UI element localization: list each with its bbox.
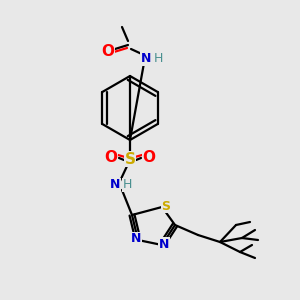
- Text: O: O: [104, 151, 118, 166]
- Text: N: N: [159, 238, 169, 250]
- Text: N: N: [131, 232, 141, 245]
- Text: N: N: [141, 52, 151, 65]
- Text: O: O: [142, 151, 155, 166]
- Text: H: H: [153, 52, 163, 65]
- Text: O: O: [101, 44, 115, 59]
- Text: S: S: [161, 200, 170, 212]
- Text: N: N: [110, 178, 120, 191]
- Text: S: S: [124, 152, 136, 166]
- Text: H: H: [122, 178, 132, 191]
